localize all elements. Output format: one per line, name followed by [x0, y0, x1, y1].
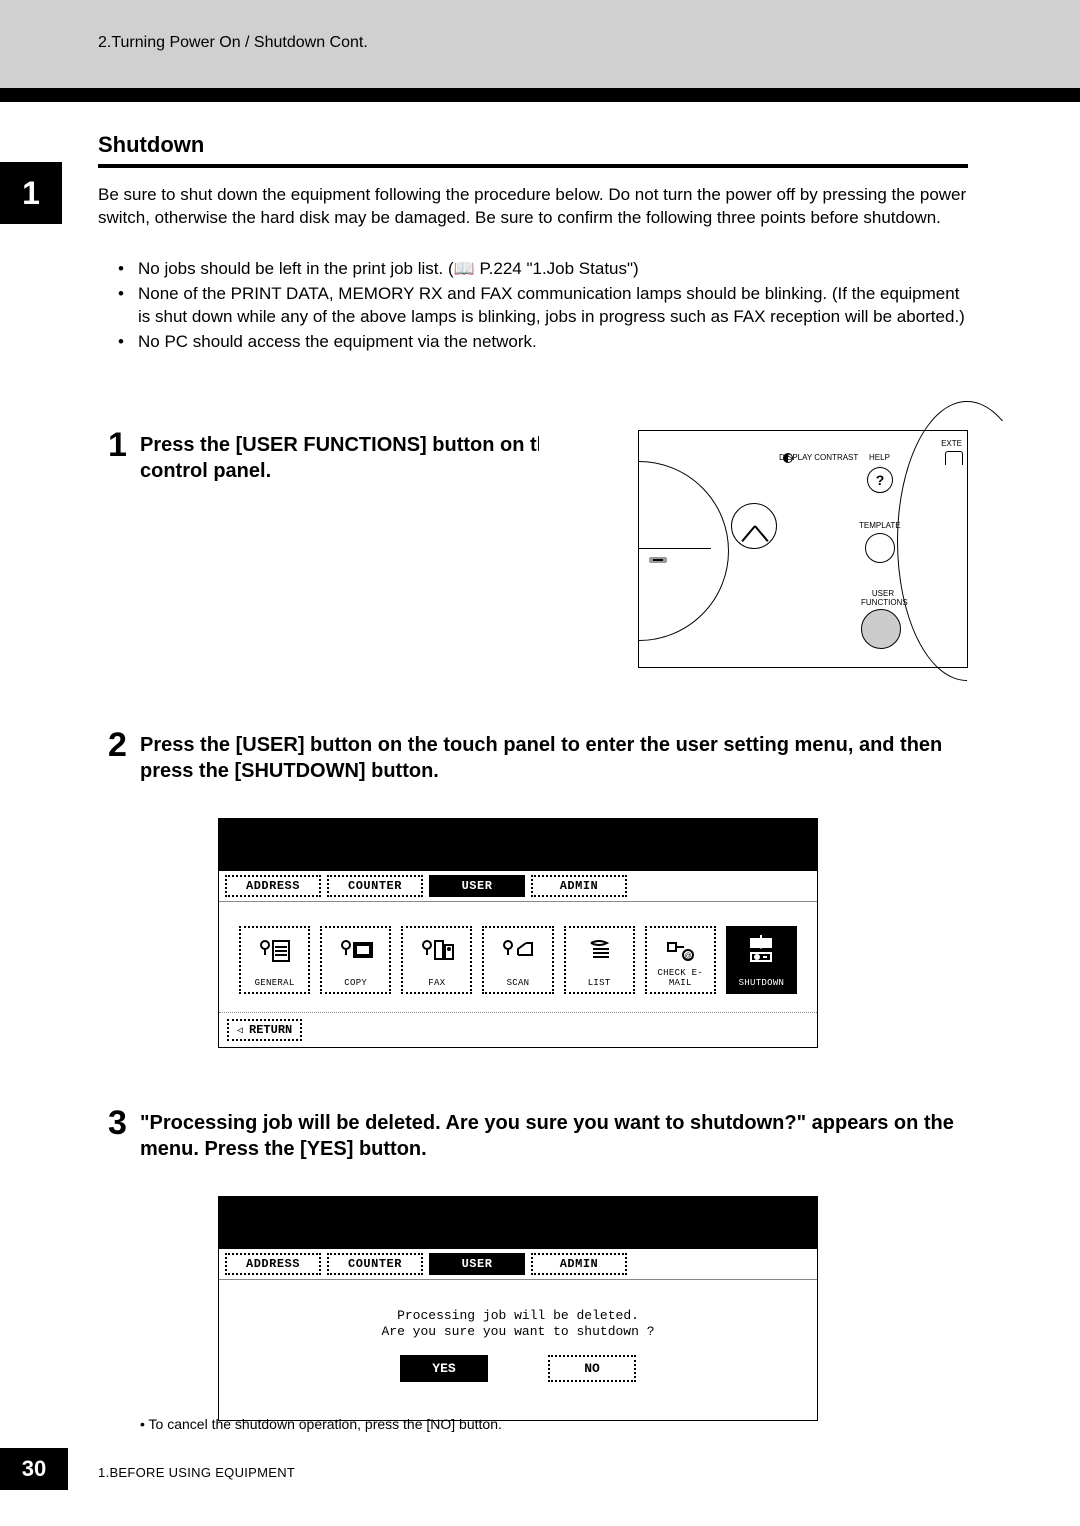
btn-fax[interactable]: FAX	[401, 926, 472, 994]
step-2: 2 Press the [USER] button on the touch p…	[108, 732, 968, 784]
scan-icon	[497, 934, 539, 966]
page-number: 30	[0, 1448, 68, 1490]
step-3-number: 3	[108, 1104, 127, 1143]
label-template: TEMPLATE	[859, 521, 901, 530]
check-email-icon: @	[659, 934, 701, 966]
btn-copy[interactable]: COPY	[320, 926, 391, 994]
tab-admin[interactable]: ADMIN	[531, 875, 627, 897]
panel-slot-icon	[649, 557, 667, 563]
page-header-text: 2.Turning Power On / Shutdown Cont.	[98, 34, 368, 52]
tab-user[interactable]: USER	[429, 875, 525, 897]
section-title: Shutdown	[98, 132, 204, 158]
svg-text:@: @	[685, 953, 692, 960]
step-1-text: Press the [USER FUNCTIONS] button on the…	[140, 432, 570, 484]
label-user-functions: USER FUNCTIONS	[861, 589, 905, 607]
panel-dial-icon	[731, 503, 777, 549]
help-button[interactable]: ?	[867, 467, 893, 493]
shutdown-icon	[740, 934, 782, 966]
step-2-text: Press the [USER] button on the touch pan…	[140, 732, 968, 784]
confirm-message: Processing job will be deleted. Are you …	[239, 1308, 797, 1341]
screen-tab-row: ADDRESS COUNTER USER ADMIN	[219, 871, 817, 902]
fax-icon	[416, 934, 458, 966]
tab-counter[interactable]: COUNTER	[327, 875, 423, 897]
bullet-lamps: None of the PRINT DATA, MEMORY RX and FA…	[118, 283, 968, 329]
panel-divider	[639, 548, 711, 549]
no-button[interactable]: NO	[548, 1355, 636, 1382]
btn-general[interactable]: GENERAL	[239, 926, 310, 994]
exte-connector-icon	[945, 451, 963, 465]
cancel-note: To cancel the shutdown operation, press …	[140, 1416, 502, 1432]
label-exte: EXTE	[941, 439, 962, 448]
label-display-contrast: DISPLAY CONTRAST	[779, 453, 858, 462]
user-menu-icons: GENERAL COPY FAX	[239, 926, 797, 994]
black-band	[0, 88, 1080, 102]
tab2-counter[interactable]: COUNTER	[327, 1253, 423, 1275]
section-underline	[98, 164, 968, 168]
screen2-tab-row: ADDRESS COUNTER USER ADMIN	[219, 1249, 817, 1280]
tab2-admin[interactable]: ADMIN	[531, 1253, 627, 1275]
user-functions-button[interactable]	[861, 609, 901, 649]
list-icon	[578, 934, 620, 966]
intro-paragraph: Be sure to shut down the equipment follo…	[98, 184, 968, 230]
bullet-jobs: No jobs should be left in the print job …	[118, 258, 968, 281]
tab2-user[interactable]: USER	[429, 1253, 525, 1275]
return-button[interactable]: RETURN	[227, 1019, 302, 1041]
touch-screen-confirm: ADDRESS COUNTER USER ADMIN Processing jo…	[218, 1196, 818, 1421]
control-panel-diagram: DISPLAY CONTRAST HELP ? TEMPLATE USER FU…	[638, 430, 968, 668]
shutdown-checklist: No jobs should be left in the print job …	[118, 258, 968, 356]
btn-list[interactable]: LIST	[564, 926, 635, 994]
step-3: 3 "Processing job will be deleted. Are y…	[108, 1110, 968, 1162]
screen-titlebar	[219, 819, 817, 871]
step-3-text: "Processing job will be deleted. Are you…	[140, 1110, 968, 1162]
btn-check-email[interactable]: @ CHECK E-MAIL	[645, 926, 716, 994]
copy-icon	[335, 934, 377, 966]
btn-shutdown[interactable]: SHUTDOWN	[726, 926, 797, 994]
step-2-number: 2	[108, 726, 127, 765]
touch-screen-user-menu: ADDRESS COUNTER USER ADMIN GENERAL COPY	[218, 818, 818, 1048]
bullet-network: No PC should access the equipment via th…	[118, 331, 968, 354]
btn-scan[interactable]: SCAN	[482, 926, 553, 994]
chapter-tab: 1	[0, 162, 62, 224]
tab-address[interactable]: ADDRESS	[225, 875, 321, 897]
screen2-titlebar	[219, 1197, 817, 1249]
template-button[interactable]	[865, 533, 895, 563]
footer-chapter: 1.BEFORE USING EQUIPMENT	[98, 1465, 295, 1480]
step-1-number: 1	[108, 426, 127, 465]
label-help: HELP	[869, 453, 890, 462]
general-icon	[254, 934, 296, 966]
yes-button[interactable]: YES	[400, 1355, 488, 1382]
tab2-address[interactable]: ADDRESS	[225, 1253, 321, 1275]
